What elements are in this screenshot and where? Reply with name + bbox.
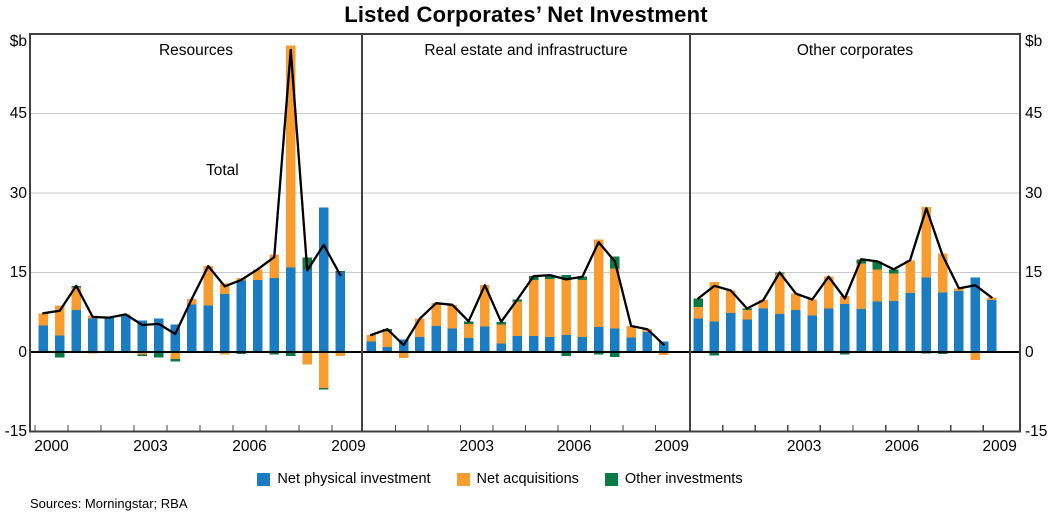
legend-item-other-investments: Other investments: [604, 471, 743, 487]
legend: Net physical investment Net acquisitions…: [0, 471, 1000, 487]
y-tick-label: 0: [18, 343, 27, 361]
y-axis-unit-right: $b: [1025, 33, 1043, 50]
panel-header-real-estate: Real estate and infrastructure: [424, 42, 628, 59]
y-tick-label: 15: [9, 264, 27, 281]
legend-item-net-physical-investment: Net physical investment: [257, 471, 431, 487]
panel-header-resources: Resources: [158, 42, 234, 59]
y-tick-label: 45: [1025, 105, 1043, 122]
legend-swatch-orange-icon: [456, 472, 470, 486]
y-tick-label: -15: [4, 423, 27, 440]
x-tick-label: 2009: [331, 438, 366, 455]
x-tick-label: 2003: [459, 438, 494, 455]
y-axis-unit-left: $b: [9, 33, 27, 50]
legend-label: Net physical investment: [277, 471, 431, 487]
chart-title: Listed Corporates’ Net Investment: [344, 2, 708, 27]
x-tick-label: 2009: [654, 438, 689, 455]
legend-label: Other investments: [624, 471, 743, 487]
legend-label: Net acquisitions: [476, 471, 579, 487]
y-tick-label: 45: [9, 105, 27, 122]
y-tick-label: 0: [1025, 343, 1034, 361]
x-tick-label: 2006: [232, 438, 267, 455]
legend-swatch-blue-icon: [257, 472, 271, 486]
legend-swatch-green-icon: [604, 472, 618, 486]
y-tick-label: 15: [1025, 264, 1043, 281]
x-tick-label: 2006: [884, 438, 920, 455]
x-tick-label: 2003: [786, 438, 822, 455]
source-note: Sources: Morningstar; RBA: [30, 496, 188, 511]
x-tick-label: 2003: [133, 438, 168, 455]
y-tick-label: 30: [1025, 184, 1043, 202]
x-tick-label: 2000: [34, 438, 69, 455]
x-tick-label: 2006: [557, 438, 592, 455]
x-tick-label: 2009: [982, 438, 1017, 455]
y-tick-label: -15: [1025, 423, 1048, 440]
panel-header-other-corporates: Other corporates: [796, 42, 914, 59]
legend-item-net-acquisitions: Net acquisitions: [456, 471, 579, 487]
total-line-label: Total: [206, 162, 239, 179]
y-tick-label: 30: [9, 184, 27, 202]
